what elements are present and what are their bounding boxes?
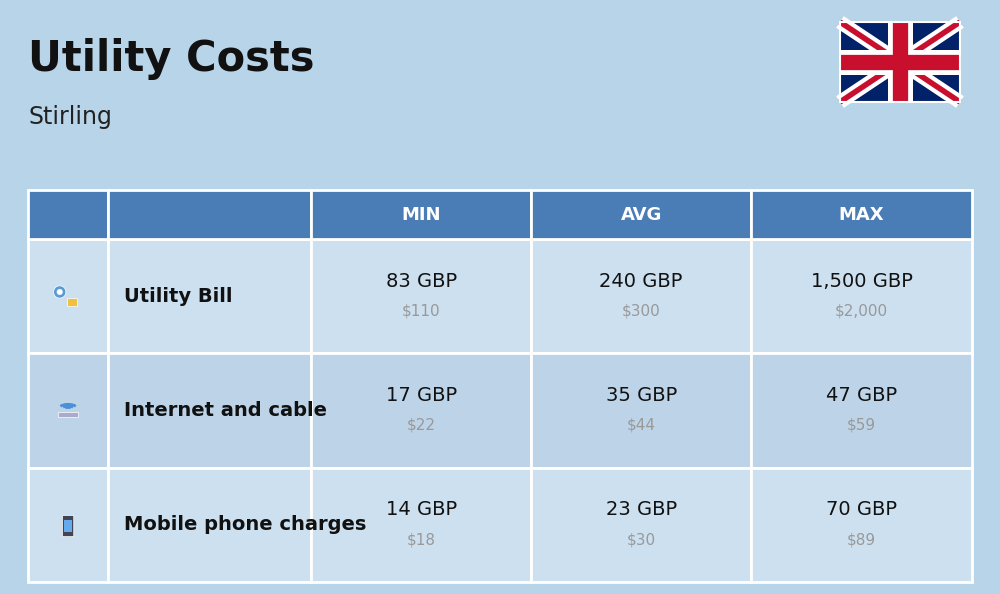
Text: 240 GBP: 240 GBP <box>599 272 683 291</box>
Bar <box>311 467 531 582</box>
Text: MAX: MAX <box>839 206 884 223</box>
Text: $30: $30 <box>627 532 656 547</box>
Bar <box>531 190 751 239</box>
Text: $110: $110 <box>402 304 440 318</box>
Text: $2,000: $2,000 <box>835 304 888 318</box>
Bar <box>67 298 77 306</box>
Bar <box>751 467 972 582</box>
Bar <box>28 353 108 467</box>
Bar <box>28 190 972 239</box>
Bar <box>751 239 972 353</box>
Text: $89: $89 <box>847 532 876 547</box>
Bar <box>531 467 751 582</box>
Bar <box>28 467 108 582</box>
Bar <box>531 353 751 467</box>
Text: 47 GBP: 47 GBP <box>826 386 897 405</box>
Bar <box>108 467 311 582</box>
Bar <box>28 239 108 353</box>
Text: 35 GBP: 35 GBP <box>606 386 677 405</box>
Text: Internet and cable: Internet and cable <box>124 401 327 420</box>
Bar <box>311 353 531 467</box>
Bar <box>751 353 972 467</box>
Bar <box>108 190 311 239</box>
Bar <box>108 353 311 467</box>
Bar <box>58 412 78 416</box>
Circle shape <box>57 289 63 295</box>
Text: $300: $300 <box>622 304 661 318</box>
Text: $44: $44 <box>627 418 656 433</box>
Text: Stirling: Stirling <box>28 105 112 129</box>
Bar <box>840 22 960 102</box>
FancyBboxPatch shape <box>62 516 74 536</box>
Text: Utility Costs: Utility Costs <box>28 38 314 80</box>
Bar <box>64 520 72 532</box>
Text: 1,500 GBP: 1,500 GBP <box>811 272 912 291</box>
Bar <box>28 190 108 239</box>
Bar <box>840 22 960 102</box>
Text: MIN: MIN <box>401 206 441 223</box>
Text: Utility Bill: Utility Bill <box>124 287 233 306</box>
Text: AVG: AVG <box>620 206 662 223</box>
Text: 83 GBP: 83 GBP <box>386 272 457 291</box>
Bar <box>108 239 311 353</box>
Bar <box>311 190 531 239</box>
Bar <box>311 239 531 353</box>
Text: 14 GBP: 14 GBP <box>386 501 457 520</box>
Text: $18: $18 <box>407 532 436 547</box>
Circle shape <box>54 286 66 298</box>
Text: Mobile phone charges: Mobile phone charges <box>124 516 367 535</box>
Text: 23 GBP: 23 GBP <box>606 501 677 520</box>
Text: 17 GBP: 17 GBP <box>386 386 457 405</box>
Text: $59: $59 <box>847 418 876 433</box>
Text: 70 GBP: 70 GBP <box>826 501 897 520</box>
Bar <box>531 239 751 353</box>
Bar <box>751 190 972 239</box>
Text: $22: $22 <box>407 418 436 433</box>
